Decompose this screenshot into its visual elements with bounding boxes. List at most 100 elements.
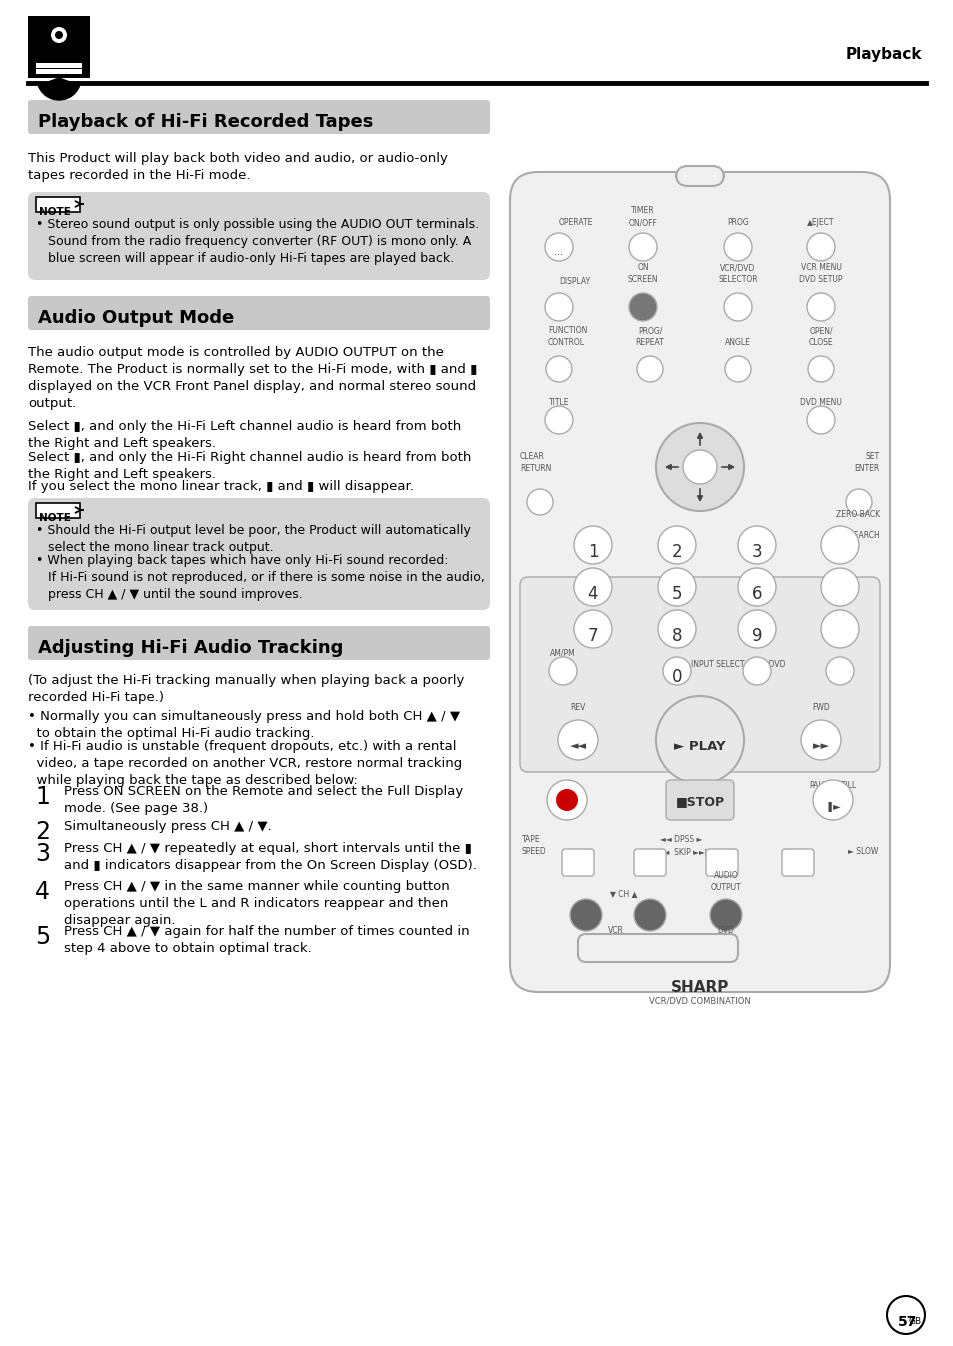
Circle shape [628,293,657,320]
Text: Press ON SCREEN on the Remote and select the Full Display
mode. (See page 38.): Press ON SCREEN on the Remote and select… [64,785,463,814]
FancyBboxPatch shape [634,849,665,876]
Circle shape [812,779,852,820]
Text: TIMER
ON/OFF: TIMER ON/OFF [628,206,657,227]
Text: FWD: FWD [811,703,829,712]
Text: If you select the mono linear track, ▮ and ▮ will disappear.: If you select the mono linear track, ▮ a… [28,481,414,493]
Circle shape [51,27,67,43]
Text: 1: 1 [35,785,50,809]
Text: 4: 4 [35,880,50,905]
Text: NOTE: NOTE [39,207,71,217]
Text: ◄◄ DPSS ►
⏮◄◄  SKIP ►►⏭: ◄◄ DPSS ► ⏮◄◄ SKIP ►►⏭ [652,836,708,856]
FancyBboxPatch shape [705,849,738,876]
FancyBboxPatch shape [676,166,723,186]
FancyBboxPatch shape [28,16,90,78]
FancyBboxPatch shape [28,100,490,135]
FancyBboxPatch shape [781,849,813,876]
Circle shape [556,789,578,812]
FancyBboxPatch shape [665,779,733,820]
Circle shape [682,450,717,485]
Text: CLEAR
RETURN: CLEAR RETURN [519,452,551,472]
Text: DVD MENU: DVD MENU [800,398,841,406]
Circle shape [806,233,834,261]
Circle shape [658,568,696,606]
Circle shape [544,233,573,261]
Text: Press CH ▲ / ▼ repeatedly at equal, short intervals until the ▮
and ▮ indicators: Press CH ▲ / ▼ repeatedly at equal, shor… [64,843,476,872]
Text: Playback: Playback [844,47,921,62]
Text: DVD: DVD [717,926,734,935]
FancyBboxPatch shape [510,172,889,992]
Text: Adjusting Hi-Fi Audio Tracking: Adjusting Hi-Fi Audio Tracking [38,639,343,657]
Circle shape [628,233,657,261]
FancyBboxPatch shape [36,197,80,213]
Circle shape [821,610,858,647]
Circle shape [845,489,871,516]
Circle shape [656,423,743,511]
Circle shape [574,610,612,647]
FancyBboxPatch shape [561,849,594,876]
Circle shape [546,779,586,820]
Circle shape [723,293,751,320]
Text: OPEN/
CLOSE: OPEN/ CLOSE [808,326,832,347]
Text: VCR/DVD COMBINATION: VCR/DVD COMBINATION [648,997,750,1005]
Text: 0: 0 [671,668,681,686]
Text: VCR MENU
DVD SETUP: VCR MENU DVD SETUP [799,264,841,284]
Circle shape [807,355,833,382]
Text: OPERATE: OPERATE [558,218,593,227]
Text: 2: 2 [671,542,681,561]
Text: INPUT SELECT VCR◄DVD: INPUT SELECT VCR◄DVD [690,660,784,669]
Text: SET
ENTER: SET ENTER [854,452,879,472]
Text: Simultaneously press CH ▲ / ▼.: Simultaneously press CH ▲ / ▼. [64,820,272,833]
Text: 9: 9 [751,627,761,645]
Circle shape [662,657,690,685]
Circle shape [738,526,775,564]
Circle shape [656,696,743,783]
Circle shape [658,526,696,564]
Circle shape [545,355,572,382]
Text: 3: 3 [35,843,50,865]
Text: Press CH ▲ / ▼ in the same manner while counting button
operations until the L a: Press CH ▲ / ▼ in the same manner while … [64,880,449,927]
Text: AM/PM
-/--: AM/PM -/-- [550,649,576,669]
Circle shape [569,899,601,931]
Text: ...: ... [554,248,563,257]
Circle shape [526,489,553,516]
Text: ►►: ►► [812,742,828,751]
Circle shape [548,657,577,685]
Circle shape [821,526,858,564]
Text: AUDIO
OUTPUT: AUDIO OUTPUT [710,871,740,892]
Circle shape [574,526,612,564]
Circle shape [709,899,741,931]
Text: 8: 8 [671,627,681,645]
Text: REC: REC [558,781,574,790]
Circle shape [801,720,841,760]
Text: ► PLAY: ► PLAY [674,739,725,752]
Circle shape [886,1296,924,1334]
Circle shape [574,568,612,606]
Text: TAPE
SPEED: TAPE SPEED [521,836,546,856]
Circle shape [634,899,665,931]
Text: ◄◄: ◄◄ [569,742,586,751]
Text: 5: 5 [35,925,51,949]
Text: • Normally you can simultaneously press and hold both CH ▲ / ▼
  to obtain the o: • Normally you can simultaneously press … [28,709,459,740]
Text: 1: 1 [587,542,598,561]
FancyBboxPatch shape [36,69,82,74]
Text: DISPLAY: DISPLAY [558,277,590,285]
Text: 5: 5 [671,586,681,603]
Text: Playback of Hi-Fi Recorded Tapes: Playback of Hi-Fi Recorded Tapes [38,113,373,131]
FancyBboxPatch shape [28,192,490,280]
Text: FUNCTION
CONTROL: FUNCTION CONTROL [547,326,587,347]
Circle shape [55,31,63,39]
Circle shape [558,720,598,760]
Text: The audio output mode is controlled by AUDIO OUTPUT on the
Remote. The Product i: The audio output mode is controlled by A… [28,346,476,411]
Text: ► SLOW: ► SLOW [846,847,877,856]
Circle shape [825,657,853,685]
Circle shape [544,293,573,320]
Circle shape [806,406,834,433]
Text: SKIP SEARCH: SKIP SEARCH [829,532,879,540]
Text: PAUSE/STILL: PAUSE/STILL [808,781,856,790]
Circle shape [637,355,662,382]
Circle shape [723,233,751,261]
Text: Press CH ▲ / ▼ again for half the number of times counted in
step 4 above to obt: Press CH ▲ / ▼ again for half the number… [64,925,469,956]
Text: 4: 4 [587,586,598,603]
Text: ON
SCREEN: ON SCREEN [627,264,658,284]
Text: • Should the Hi-Fi output level be poor, the Product will automatically
   selec: • Should the Hi-Fi output level be poor,… [36,524,471,555]
